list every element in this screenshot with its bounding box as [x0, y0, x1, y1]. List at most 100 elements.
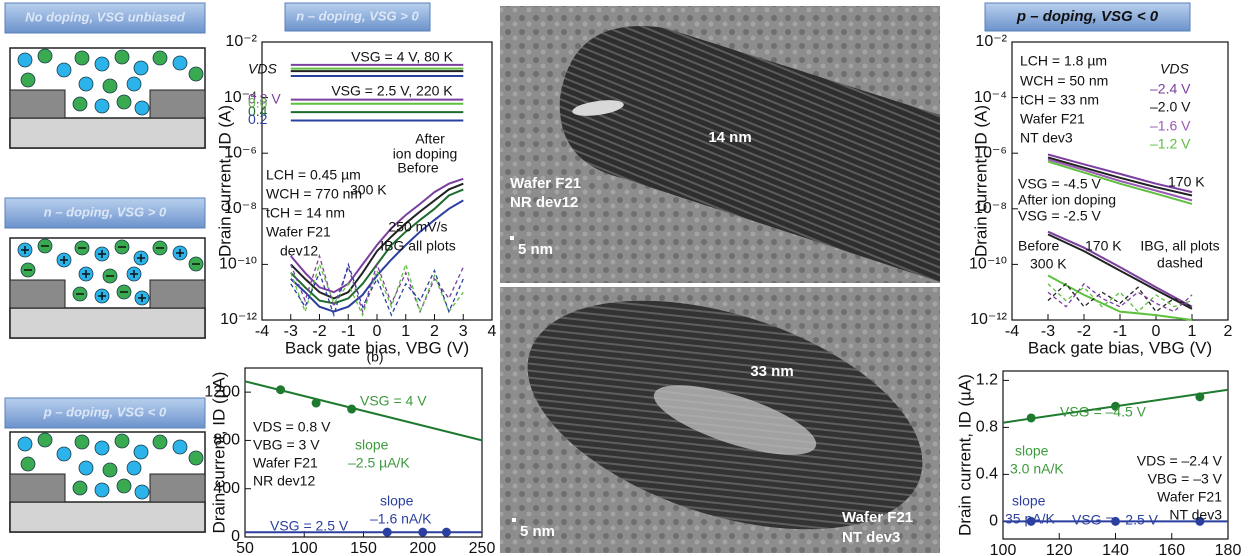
- data-point: [442, 528, 451, 537]
- tem-label: NR dev12: [510, 194, 578, 211]
- hole: [135, 101, 149, 115]
- x-tick-label: 140: [1102, 542, 1129, 556]
- annotation: VSG = 2.5 V, 220 K: [331, 83, 453, 99]
- y-tick-label: 10⁻¹⁰: [219, 256, 257, 273]
- hole: [95, 57, 109, 71]
- y-axis-label: Drain current, ID (µA): [209, 372, 228, 534]
- tem-label: Wafer F21: [842, 509, 913, 526]
- tem-label: 5 nm: [520, 523, 555, 540]
- electron: [38, 433, 52, 447]
- annotation: VSG = 4 V, 80 K: [351, 49, 453, 65]
- annotation: Before: [397, 160, 438, 176]
- hole: [134, 445, 148, 459]
- annotation: LCH = 1.8 µm: [1020, 53, 1107, 69]
- electron: [73, 97, 87, 111]
- annotation: slope: [355, 437, 389, 453]
- hole: [127, 461, 141, 475]
- contact: [150, 280, 205, 308]
- annotation: slope: [1015, 443, 1049, 459]
- hole: [79, 461, 93, 475]
- annotation: tCH = 14 nm: [266, 205, 345, 221]
- hole: [127, 77, 141, 91]
- annotation: LCH = 0.45 µm: [266, 167, 361, 183]
- x-tick-label: 150: [350, 540, 377, 556]
- annotation: 300 K: [350, 182, 387, 198]
- annotation: 300 K: [1030, 256, 1067, 272]
- hole: [18, 53, 32, 67]
- hole: [79, 77, 93, 91]
- annotation: 170 K: [1168, 174, 1205, 190]
- annotation: VSG = –2.5 V: [1072, 512, 1159, 528]
- annotation: VSG = -4.5 V: [1018, 176, 1102, 192]
- hole: [18, 437, 32, 451]
- annotation: WCH = 770 nm: [266, 186, 362, 202]
- electron: [117, 479, 131, 493]
- y-tick-label: 10⁻²: [225, 33, 257, 50]
- x-tick-label: -4: [255, 323, 269, 340]
- y-tick-label: 10⁻⁴: [974, 89, 1007, 106]
- figure: 14 nm Wafer F21 NR dev12 5 nm 33 nm Wafe…: [0, 0, 1250, 556]
- annotation: tCH = 33 nm: [1020, 92, 1099, 108]
- data-point: [312, 399, 321, 408]
- chart-title: n – doping, VSG > 0: [296, 8, 419, 23]
- annotation: –1.6 V: [1150, 118, 1191, 134]
- annotation: –2.0 V: [1150, 99, 1191, 115]
- annotation: VBG = –3 V: [1148, 471, 1223, 487]
- y-tick-label: 10⁻²: [975, 33, 1007, 50]
- data-point: [347, 405, 356, 414]
- scale-bar: [512, 518, 516, 522]
- annotation: –2.5 µA/K: [348, 455, 410, 471]
- hole: [173, 56, 187, 70]
- annotation: –1.2 V: [1150, 136, 1191, 152]
- electron: [75, 435, 89, 449]
- electron: [189, 451, 203, 465]
- tem-label: 14 nm: [708, 129, 751, 146]
- substrate: [10, 118, 205, 148]
- hole: [57, 63, 71, 77]
- annotation: Wafer F21: [266, 224, 331, 240]
- annotation: IBG, all plots: [1140, 238, 1219, 254]
- annotation: VDS = 0.8 V: [253, 419, 331, 435]
- contact: [10, 474, 65, 502]
- x-tick-label: 2: [1224, 323, 1233, 340]
- hole: [95, 99, 109, 113]
- annotation: WCH = 50 nm: [1020, 73, 1108, 89]
- x-tick-label: 200: [409, 540, 436, 556]
- x-tick-label: -4: [1005, 323, 1019, 340]
- annotation: VDS = –2.4 V: [1137, 453, 1223, 469]
- tem-top: 14 nm Wafer F21 NR dev12 5 nm: [500, 6, 940, 283]
- y-axis-label: Drain current, ID (A): [971, 105, 990, 257]
- schematic-title: No doping, VSG unbiased: [25, 9, 186, 24]
- electron: [38, 49, 52, 63]
- y-tick-label: 0: [231, 528, 240, 545]
- x-tick-label: 100: [291, 540, 318, 556]
- tem-label: 5 nm: [518, 241, 553, 258]
- hole: [173, 440, 187, 454]
- data-point: [1195, 392, 1204, 401]
- y-tick-label: 0.4: [976, 466, 998, 483]
- x-tick-label: 250: [469, 540, 496, 556]
- annotation: NT dev3: [1169, 507, 1222, 523]
- annotation: After: [415, 131, 445, 147]
- x-tick-label: 100: [990, 542, 1017, 556]
- electron: [153, 51, 167, 65]
- contact: [10, 90, 65, 118]
- electron: [73, 481, 87, 495]
- annotation: Wafer F21: [1020, 111, 1085, 127]
- substrate: [10, 308, 205, 338]
- scale-bar: [510, 236, 514, 240]
- schematic-title: n – doping, VSG > 0: [44, 204, 167, 219]
- annotation: Wafer F21: [253, 455, 318, 471]
- electron: [115, 434, 129, 448]
- contact: [150, 90, 205, 118]
- data-point: [276, 385, 285, 394]
- y-tick-label: 10⁻¹²: [970, 311, 1008, 328]
- annotation: slope: [380, 493, 414, 509]
- substrate: [10, 502, 205, 532]
- electron: [21, 73, 35, 87]
- tem-label: Wafer F21: [510, 175, 581, 192]
- data-point: [1027, 413, 1036, 422]
- electron: [103, 463, 117, 477]
- tem-label: 33 nm: [750, 363, 793, 380]
- annotation: 170 K: [1085, 238, 1122, 254]
